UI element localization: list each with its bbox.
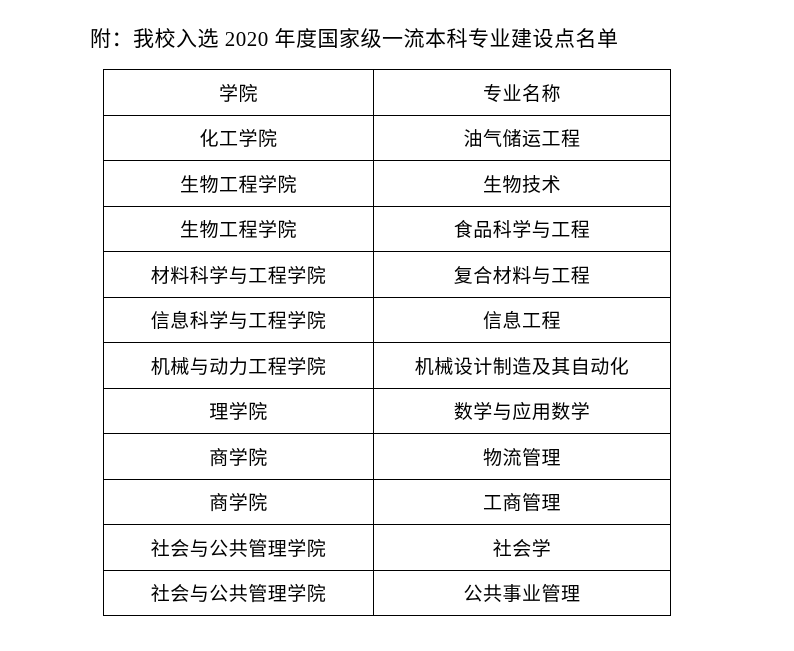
cell-major: 工商管理: [373, 478, 671, 525]
cell-major: 复合材料与工程: [373, 251, 671, 298]
cell-college: 生物工程学院: [103, 205, 374, 252]
table-row: 机械与动力工程学院 机械设计制造及其自动化: [103, 342, 671, 389]
table-row: 理学院 数学与应用数学: [103, 387, 671, 434]
column-header-major: 专业名称: [373, 69, 671, 116]
page-title: 附：我校入选 2020 年度国家级一流本科专业建设点名单: [90, 27, 619, 51]
cell-major: 数学与应用数学: [373, 387, 671, 434]
cell-college: 生物工程学院: [103, 160, 374, 207]
table-row: 商学院 工商管理: [103, 478, 671, 525]
cell-college: 社会与公共管理学院: [103, 524, 374, 571]
column-header-college: 学院: [103, 69, 374, 116]
table-row: 生物工程学院 生物技术: [103, 160, 671, 207]
table-row: 信息科学与工程学院 信息工程: [103, 296, 671, 343]
table-row: 生物工程学院 食品科学与工程: [103, 205, 671, 252]
cell-college: 材料科学与工程学院: [103, 251, 374, 298]
table-row: 社会与公共管理学院 公共事业管理: [103, 569, 671, 616]
cell-major: 油气储运工程: [373, 114, 671, 161]
cell-college: 商学院: [103, 433, 374, 480]
majors-table: 学院 专业名称 化工学院 油气储运工程 生物工程学院 生物技术 生物工程学院 食品科学与工…: [103, 69, 671, 616]
table-row: 商学院 物流管理: [103, 433, 671, 480]
cell-major: 社会学: [373, 524, 671, 571]
cell-college: 化工学院: [103, 114, 374, 161]
cell-college: 理学院: [103, 387, 374, 434]
table-body: 化工学院 油气储运工程 生物工程学院 生物技术 生物工程学院 食品科学与工程 材料科学与工程…: [103, 114, 671, 616]
cell-major: 机械设计制造及其自动化: [373, 342, 671, 389]
table-header-row: 学院 专业名称: [103, 69, 671, 116]
cell-college: 机械与动力工程学院: [103, 342, 374, 389]
table-row: 化工学院 油气储运工程: [103, 114, 671, 161]
cell-college: 商学院: [103, 478, 374, 525]
cell-major: 物流管理: [373, 433, 671, 480]
cell-major: 生物技术: [373, 160, 671, 207]
cell-college: 社会与公共管理学院: [103, 569, 374, 616]
cell-major: 信息工程: [373, 296, 671, 343]
table-row: 材料科学与工程学院 复合材料与工程: [103, 251, 671, 298]
cell-college: 信息科学与工程学院: [103, 296, 374, 343]
cell-major: 公共事业管理: [373, 569, 671, 616]
table-row: 社会与公共管理学院 社会学: [103, 524, 671, 571]
cell-major: 食品科学与工程: [373, 205, 671, 252]
